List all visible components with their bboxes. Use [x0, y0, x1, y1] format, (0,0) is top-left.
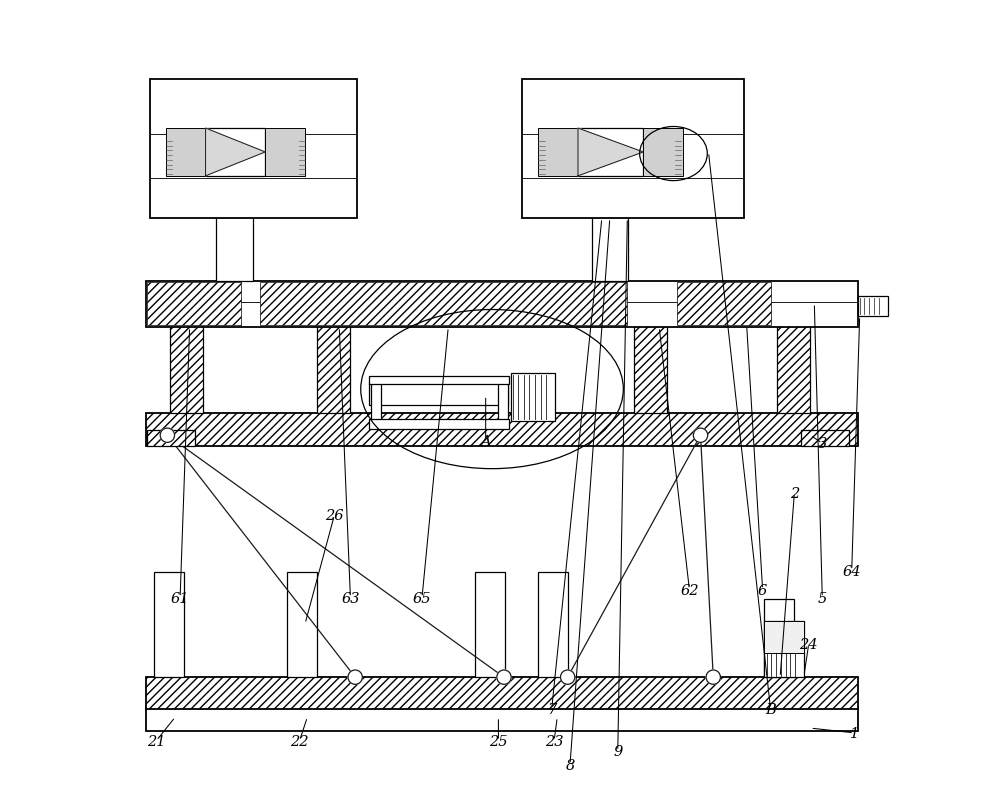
Text: 22: 22 — [290, 734, 309, 748]
Bar — [522, 79, 744, 219]
Bar — [578, 129, 643, 177]
Bar — [371, 382, 381, 427]
Text: 5: 5 — [818, 591, 827, 605]
Bar — [146, 414, 858, 447]
Bar — [317, 324, 350, 414]
Bar — [287, 573, 317, 677]
Bar — [150, 79, 357, 219]
Bar — [216, 218, 253, 281]
Circle shape — [160, 428, 175, 443]
Circle shape — [497, 670, 511, 684]
Bar — [677, 282, 771, 326]
Bar — [265, 129, 305, 177]
Bar — [634, 324, 667, 414]
Bar — [511, 374, 555, 422]
Bar — [538, 573, 568, 677]
Text: 65: 65 — [413, 591, 431, 605]
Bar — [147, 431, 195, 447]
Polygon shape — [206, 129, 265, 177]
Text: 1: 1 — [849, 726, 859, 740]
Text: 63: 63 — [341, 591, 360, 605]
Circle shape — [706, 670, 720, 684]
Bar — [858, 297, 888, 316]
Bar — [369, 376, 509, 384]
Bar — [643, 129, 683, 177]
Bar — [154, 573, 184, 677]
Text: 7: 7 — [547, 702, 556, 716]
Bar — [146, 707, 858, 732]
Text: 3: 3 — [818, 436, 827, 451]
Text: 62: 62 — [680, 583, 699, 597]
Bar — [764, 599, 794, 677]
Text: 9: 9 — [613, 744, 622, 758]
Bar — [538, 129, 578, 177]
Text: 23: 23 — [545, 734, 563, 748]
Bar — [764, 622, 804, 654]
Bar — [777, 324, 810, 414]
Bar — [801, 431, 849, 447]
Bar — [170, 324, 203, 414]
Text: 8: 8 — [565, 757, 575, 772]
Text: 6: 6 — [758, 583, 767, 597]
Bar — [146, 281, 858, 328]
Bar — [166, 129, 206, 177]
Bar — [369, 420, 509, 429]
Text: 26: 26 — [325, 508, 344, 522]
Text: 24: 24 — [800, 637, 818, 651]
Text: 2: 2 — [790, 486, 799, 500]
Circle shape — [693, 428, 708, 443]
Bar — [260, 282, 627, 326]
Bar — [146, 677, 858, 709]
Circle shape — [560, 670, 575, 684]
Bar — [475, 573, 505, 677]
Bar — [147, 282, 241, 326]
Bar — [206, 129, 265, 177]
Text: 61: 61 — [171, 591, 189, 605]
Text: 25: 25 — [489, 734, 508, 748]
Text: 21: 21 — [147, 734, 165, 748]
Bar — [764, 622, 804, 677]
Bar — [369, 384, 508, 406]
Bar — [498, 382, 508, 427]
Text: A: A — [480, 434, 491, 448]
Bar — [592, 218, 628, 281]
Text: B: B — [765, 702, 776, 716]
Polygon shape — [578, 129, 643, 177]
Circle shape — [348, 670, 362, 684]
Text: 64: 64 — [842, 564, 861, 577]
